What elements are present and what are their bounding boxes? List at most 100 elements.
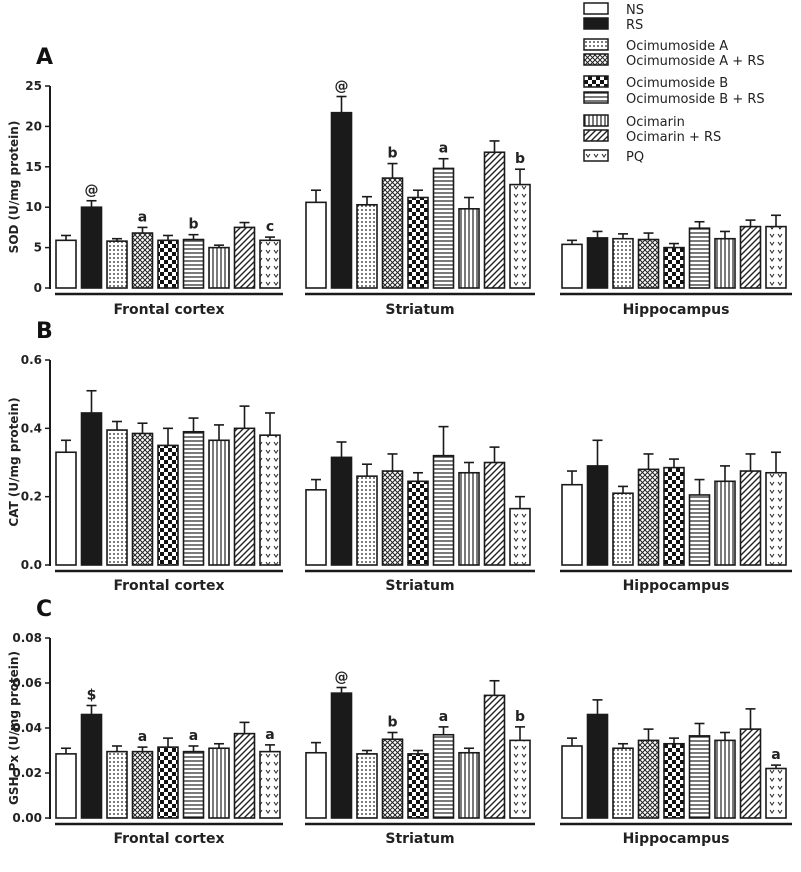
bar-ocimumoside-a [106,429,128,566]
group-striatum: @ b a b Striatum [305,79,535,318]
significance-label: b [188,217,198,233]
bar-ocimumoside-b-rs [182,750,205,819]
legend-label: NS [626,3,644,18]
y-axis-title: CAT (U/mg protein) [7,397,21,526]
group-frontal-cortex: @ a b c Frontal cortex [55,183,283,318]
bar-ocimarin [714,480,736,566]
significance-label: b [515,709,525,725]
y-tick-label: 10 [25,200,42,214]
significance-label: b [515,151,525,167]
significance-label: a [771,747,780,763]
bar-ocimarin-rs [739,225,762,289]
bar-pq [509,507,531,566]
bar-rs [586,713,609,819]
significance-label: a [439,141,448,157]
bar-ocimumoside-a [612,492,634,566]
legend-swatch-ocimarin-rs [583,129,609,142]
bar-ocimumoside-b-rs [432,454,455,566]
bar-ocimarin-rs [483,461,506,566]
group-label: Striatum [385,578,454,594]
group-label: Hippocampus [623,578,730,594]
y-tick-label: 25 [25,79,42,93]
bar-ocimumoside-b [663,246,685,289]
bar-ns [305,751,327,819]
group-label: Hippocampus [623,302,730,318]
significance-label: a [439,709,448,725]
bar-ocimumoside-a-rs [381,177,404,289]
bar-ocimumoside-a-rs [381,470,404,566]
bar-ocimarin [208,439,230,566]
bar-ocimumoside-b [663,742,685,819]
bar-rs [80,713,103,819]
bar-ocimarin [714,739,736,819]
legend-swatch-ns [583,2,609,15]
bar-ocimarin [458,471,480,566]
bar-pq [765,471,787,566]
y-tick-label: 0.2 [21,490,42,504]
legend-swatch-ocimarin [583,114,609,127]
bar-pq [509,739,531,819]
group-striatum: @ b a b Striatum [305,670,535,847]
panel-a: A 0 5 10 15 20 25 SOD (U/mg protein) @ a b c Frontal… [7,45,792,318]
bar-ns [55,239,77,289]
bar-ocimumoside-a-rs [637,468,660,566]
bar-ocimarin-rs [483,151,506,289]
significance-label: @ [335,79,349,95]
bar-ocimumoside-a-rs [131,232,154,289]
bar-ocimarin-rs [233,732,256,819]
bar-ns [561,243,583,289]
y-tick-label: 0.00 [12,811,42,825]
bar-pq [259,239,281,289]
bar-ocimumoside-b [157,746,179,819]
significance-label: a [138,209,147,225]
group-label: Striatum [385,831,454,847]
bar-pq [259,750,281,819]
group-hippocampus: Hippocampus [560,439,792,594]
group-frontal-cortex: Frontal cortex [55,389,283,594]
legend-swatch-ocimumoside-a-rs [583,53,609,66]
bar-ns [55,753,77,819]
bar-rs [80,412,103,566]
y-tick-label: 0.08 [12,631,42,645]
legend-swatch-ocimumoside-a [583,38,609,51]
bar-ocimumoside-b-rs [688,227,711,289]
legend-label: Ocimumoside A [626,39,728,54]
y-tick-label: 0.04 [12,721,42,735]
bar-rs [586,465,609,566]
bar-ns [561,745,583,819]
bar-ocimarin-rs [739,728,762,819]
bar-ocimumoside-b [157,444,179,566]
bar-ocimumoside-a [356,203,378,289]
bar-ocimumoside-b-rs [182,238,205,289]
significance-label: $ [87,688,97,704]
significance-label: a [138,729,147,745]
bar-ocimarin-rs [739,470,762,566]
bar-ocimumoside-a-rs [131,432,154,566]
bar-ocimarin [458,208,480,289]
bar-ns [305,201,327,289]
legend-swatch-ocimumoside-b [583,75,609,88]
bar-ocimarin-rs [483,694,506,819]
bar-pq [765,767,787,819]
y-tick-label: 0.06 [12,676,42,690]
bar-pq [765,225,787,289]
y-tick-label: 15 [25,160,42,174]
group-label: Frontal cortex [113,302,224,318]
panel-label: A [36,45,53,70]
bar-rs [330,456,353,566]
group-label: Frontal cortex [113,831,224,847]
group-label: Hippocampus [623,831,730,847]
y-axis-title: GSH-Px (U/mg protein) [7,651,21,805]
y-tick-label: 0.6 [21,353,42,367]
bar-ocimumoside-a-rs [381,738,404,819]
legend-swatch-rs [583,17,609,30]
significance-label: a [265,727,274,743]
y-tick-label: 0.0 [21,558,42,572]
bar-ns [55,451,77,566]
group-label: Frontal cortex [113,578,224,594]
bar-ocimumoside-b [157,239,179,289]
significance-label: b [387,715,397,731]
significance-label: c [266,219,274,235]
y-tick-label: 5 [34,241,42,255]
